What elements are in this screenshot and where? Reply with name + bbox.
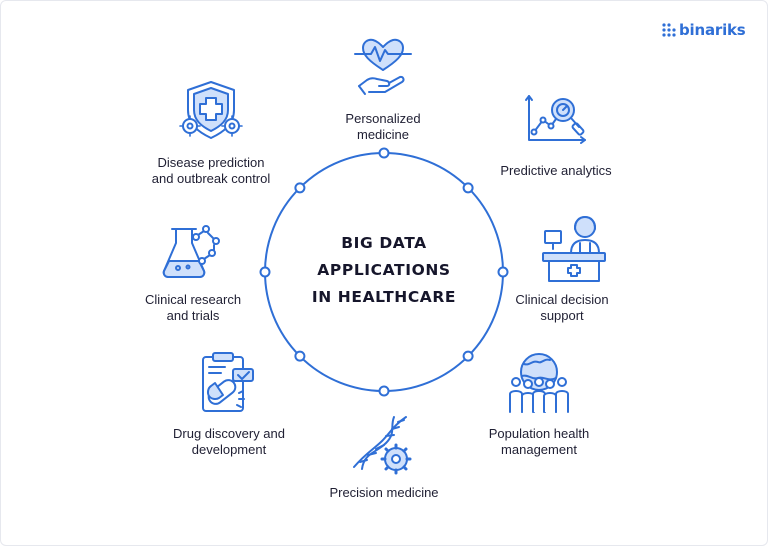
ring-nodes <box>259 147 509 397</box>
ring-connector-dot <box>378 147 390 159</box>
ring-connector-dot <box>294 350 306 362</box>
brand-logo[interactable]: binariks <box>662 19 746 41</box>
ring-connector-dot <box>294 182 306 194</box>
ring-connector-dot <box>462 182 474 194</box>
node-label-disease-prediction-and-outbreak-control: Disease prediction and outbreak control <box>151 155 271 186</box>
shield-virus-icon <box>179 80 243 140</box>
flask-molecule-icon <box>162 221 224 279</box>
node-label-clinical-decision-support: Clinical decision support <box>515 292 609 323</box>
analytics-magnifier-icon <box>525 94 589 148</box>
center-title-line-1: BIG DATA <box>341 234 427 252</box>
globe-people-icon <box>506 352 572 416</box>
center-title: BIG DATA APPLICATIONS IN HEALTHCARE <box>280 230 488 311</box>
node-label-drug-discovery-and-development: Drug discovery and development <box>173 426 285 457</box>
ring-connector-dot <box>378 385 390 397</box>
center-title-line-3: IN HEALTHCARE <box>311 288 457 306</box>
dna-gear-icon <box>350 413 414 477</box>
ring-connector-dot <box>497 266 509 278</box>
ring-connector-dot <box>259 266 271 278</box>
heart-hand-icon <box>354 36 412 96</box>
brand-logo-text: binariks <box>679 21 746 39</box>
node-label-personalized-medicine: Personalized medicine <box>345 111 421 142</box>
node-label-clinical-research-and-trials: Clinical research and trials <box>144 292 242 323</box>
clipboard-pill-icon <box>199 351 257 415</box>
center-title-line-2: APPLICATIONS <box>317 261 451 279</box>
node-label-population-health-management: Population health management <box>488 426 590 457</box>
dot-grid-logo-icon <box>662 23 676 37</box>
ring-connector-dot <box>462 350 474 362</box>
node-label-predictive-analytics: Predictive analytics <box>500 163 612 178</box>
node-label-precision-medicine: Precision medicine <box>329 485 439 500</box>
doctor-desk-icon <box>541 213 607 283</box>
